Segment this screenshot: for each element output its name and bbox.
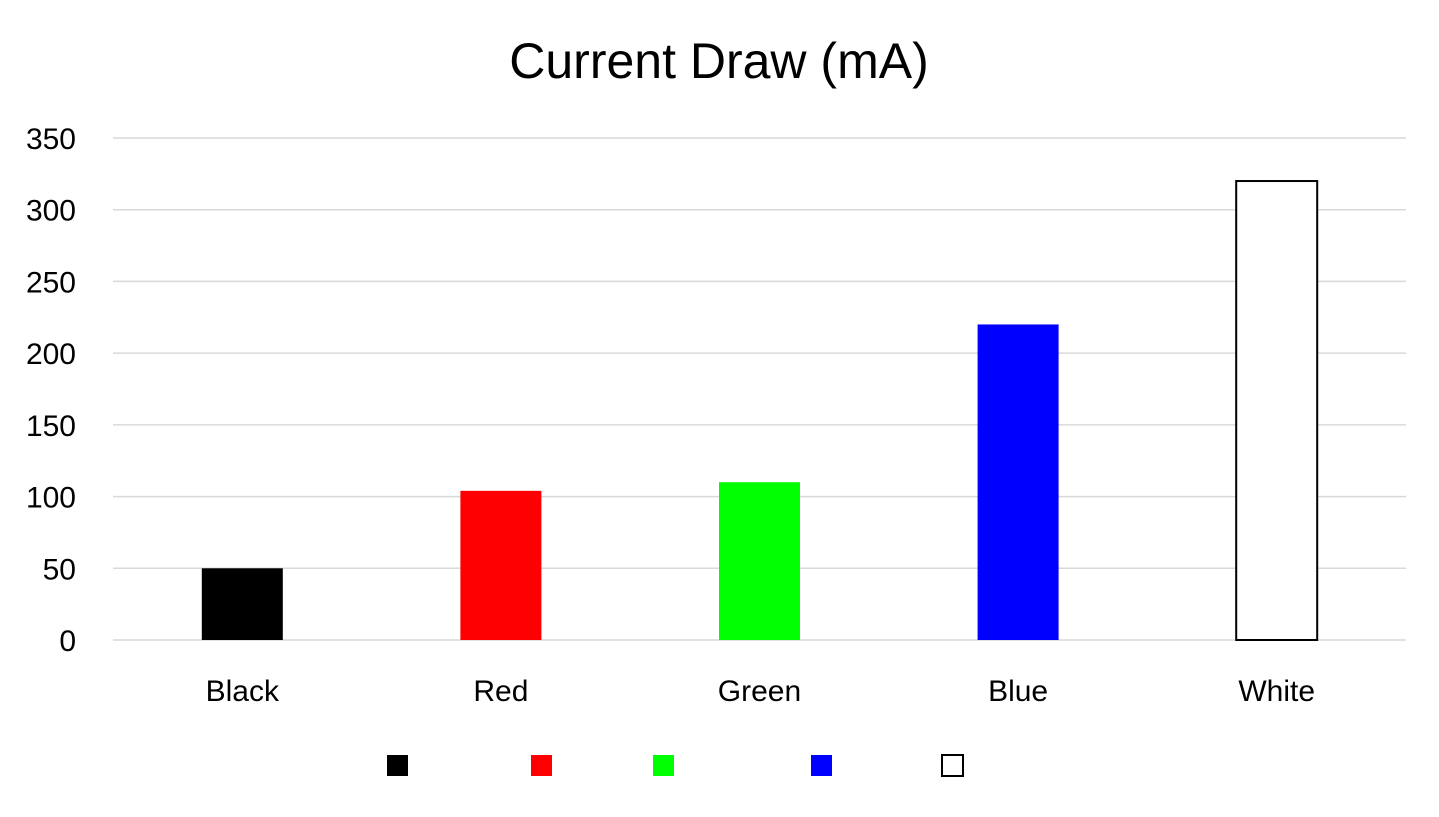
- bar-white: [1235, 180, 1319, 641]
- y-tick-label-100: 100: [26, 482, 76, 515]
- bar-red: [460, 490, 542, 640]
- legend-swatch-blue: [811, 755, 832, 776]
- legend-swatch-green: [653, 755, 674, 776]
- y-tick-label-250: 250: [26, 266, 76, 299]
- x-tick-label-green: Green: [718, 675, 801, 708]
- y-axis-tick-labels: 0 50 100 150 200 250 300 350: [26, 123, 76, 658]
- x-tick-label-white: White: [1238, 675, 1315, 708]
- bars: [201, 180, 1319, 641]
- y-tick-label-200: 200: [26, 338, 76, 371]
- chart-title: Current Draw (mA): [509, 33, 928, 89]
- x-axis-tick-labels: Black Red Green Blue White: [206, 675, 1315, 708]
- legend-swatch-black: [387, 755, 408, 776]
- x-tick-label-black: Black: [206, 675, 280, 708]
- y-tick-label-350: 350: [26, 123, 76, 156]
- bar-blue: [977, 324, 1059, 640]
- y-tick-label-300: 300: [26, 195, 76, 228]
- y-tick-label-150: 150: [26, 410, 76, 443]
- x-tick-label-red: Red: [473, 675, 528, 708]
- bar-green: [719, 482, 800, 640]
- bar-black: [201, 568, 283, 640]
- x-tick-label-blue: Blue: [988, 675, 1048, 708]
- legend: [387, 754, 964, 777]
- legend-swatch-white: [941, 754, 964, 777]
- legend-swatch-red: [531, 755, 552, 776]
- y-tick-label-0: 0: [59, 625, 76, 658]
- y-tick-label-50: 50: [43, 553, 76, 586]
